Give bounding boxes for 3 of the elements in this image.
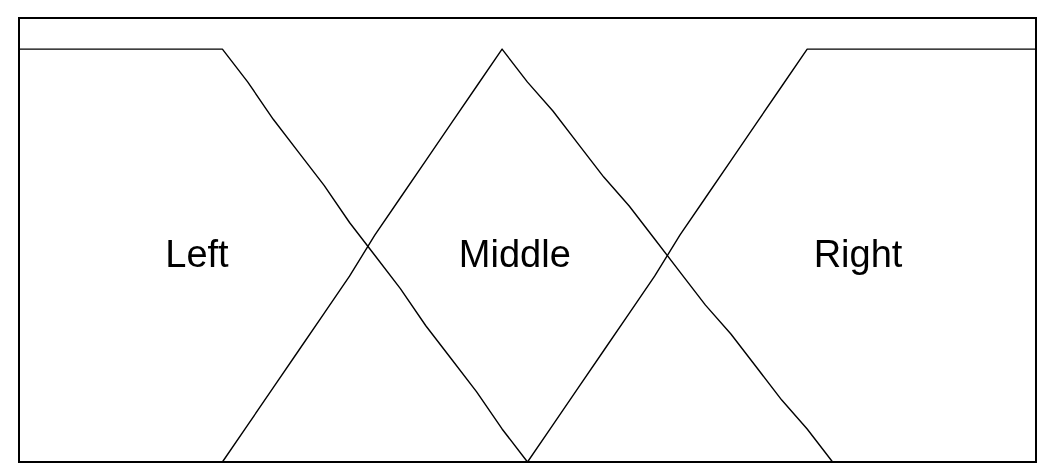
text: Right [813, 232, 903, 275]
series-label: Middle [458, 232, 571, 275]
text: Left [165, 232, 230, 275]
